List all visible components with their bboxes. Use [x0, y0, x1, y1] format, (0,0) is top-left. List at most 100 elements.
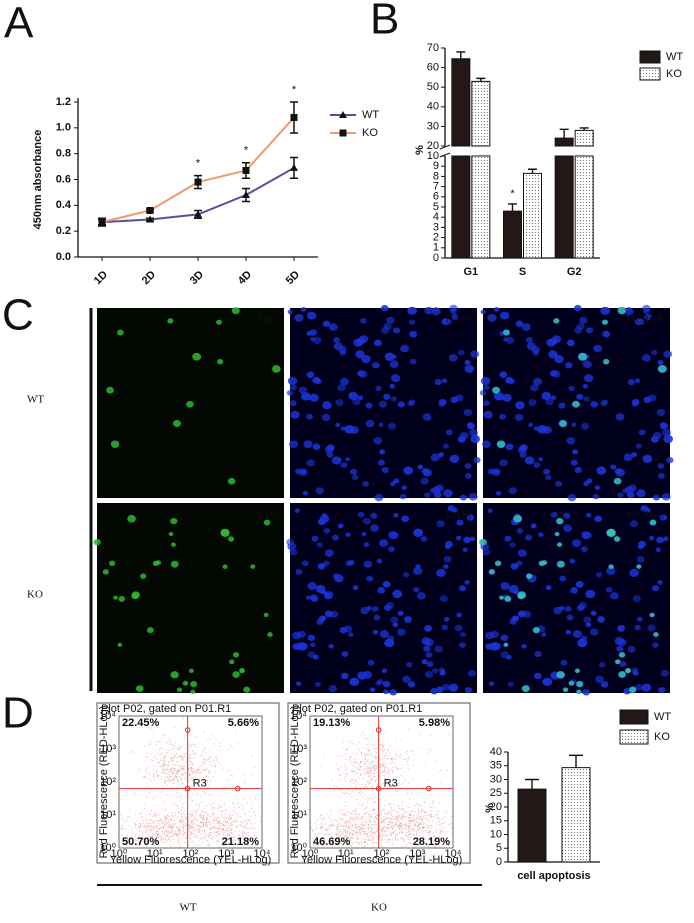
nucleus: [337, 384, 346, 392]
event-dot: [155, 840, 157, 842]
nucleus: [381, 467, 389, 474]
event-dot: [358, 769, 360, 771]
event-dot: [383, 791, 385, 793]
event-dot: [159, 824, 161, 826]
event-dot: [155, 831, 157, 833]
event-dot: [164, 755, 166, 757]
event-dot: [165, 816, 167, 818]
event-dot: [204, 805, 206, 807]
event-dot: [413, 820, 415, 821]
event-dot: [421, 820, 423, 822]
event-dot: [374, 756, 376, 758]
event-dot: [351, 771, 353, 773]
event-dot: [171, 758, 173, 760]
event-dot: [379, 766, 381, 768]
event-dot: [417, 785, 418, 786]
event-dot: [200, 825, 202, 827]
event-dot: [244, 820, 246, 822]
event-dot: [236, 836, 238, 838]
quadrant-value: 5.66%: [228, 717, 259, 729]
event-dot: [398, 815, 400, 817]
event-dot: [364, 760, 366, 762]
event-dot: [438, 836, 440, 838]
event-dot: [392, 838, 394, 840]
event-dot: [368, 839, 370, 840]
event-dot: [201, 766, 203, 768]
event-dot: [323, 818, 325, 820]
event-dot: [428, 789, 430, 791]
event-dot: [358, 818, 360, 820]
event-dot: [390, 834, 392, 835]
event-dot: [198, 815, 200, 817]
nucleus: [600, 306, 610, 315]
event-dot: [171, 780, 173, 782]
event-dot: [194, 830, 196, 832]
event-dot: [349, 781, 351, 783]
event-dot: [161, 775, 163, 777]
event-dot: [400, 824, 402, 826]
event-dot: [385, 813, 387, 815]
event-dot: [160, 839, 162, 841]
edu-nucleus: [556, 560, 565, 568]
event-dot: [324, 824, 326, 826]
edu-nucleus: [618, 671, 626, 678]
event-dot: [207, 775, 209, 777]
event-dot: [163, 734, 165, 736]
nucleus: [651, 349, 658, 356]
nucleus: [404, 616, 412, 623]
event-dot: [230, 745, 232, 747]
event-dot: [217, 830, 219, 832]
nucleus: [551, 370, 561, 378]
event-dot: [217, 822, 218, 824]
event-dot: [364, 754, 366, 756]
event-dot: [180, 756, 182, 758]
event-dot: [176, 761, 178, 763]
event-dot: [152, 769, 154, 771]
event-dot: [413, 820, 415, 822]
nucleus: [470, 434, 481, 444]
event-dot: [419, 816, 421, 818]
event-dot: [186, 833, 188, 835]
significance-mark: *: [196, 158, 201, 170]
event-dot: [168, 738, 170, 740]
edu-nucleus: [110, 440, 120, 448]
event-dot: [209, 847, 211, 849]
event-dot: [154, 756, 156, 758]
event-dot: [392, 827, 394, 829]
event-dot: [186, 817, 187, 819]
event-dot: [247, 821, 249, 823]
nucleus: [644, 313, 652, 320]
event-dot: [381, 744, 383, 746]
event-dot: [192, 776, 194, 778]
error-bar: [508, 203, 517, 212]
event-dot: [419, 816, 421, 818]
event-dot: [220, 828, 222, 829]
event-dot: [381, 765, 383, 767]
event-dot: [345, 814, 347, 816]
event-dot: [409, 842, 411, 844]
plot-area: [118, 715, 263, 849]
event-dot: [325, 822, 326, 824]
event-dot: [146, 821, 148, 823]
nucleus: [463, 408, 473, 417]
nucleus: [406, 662, 413, 668]
event-dot: [421, 809, 423, 811]
event-dot: [188, 817, 190, 819]
event-dot: [348, 828, 350, 830]
event-dot: [404, 828, 406, 830]
event-dot: [220, 815, 222, 817]
event-dot: [235, 820, 237, 822]
event-dot: [237, 802, 239, 804]
nucleus: [392, 327, 401, 334]
nucleus: [311, 535, 319, 542]
event-dot: [175, 773, 177, 775]
event-dot: [143, 807, 145, 809]
event-dot: [129, 808, 131, 810]
event-dot: [181, 837, 183, 839]
event-dot: [368, 822, 370, 823]
event-dot: [209, 784, 211, 786]
event-dot: [380, 764, 382, 766]
event-dot: [367, 798, 369, 799]
event-dot: [157, 827, 159, 829]
y-tick-label: 10: [490, 828, 502, 840]
